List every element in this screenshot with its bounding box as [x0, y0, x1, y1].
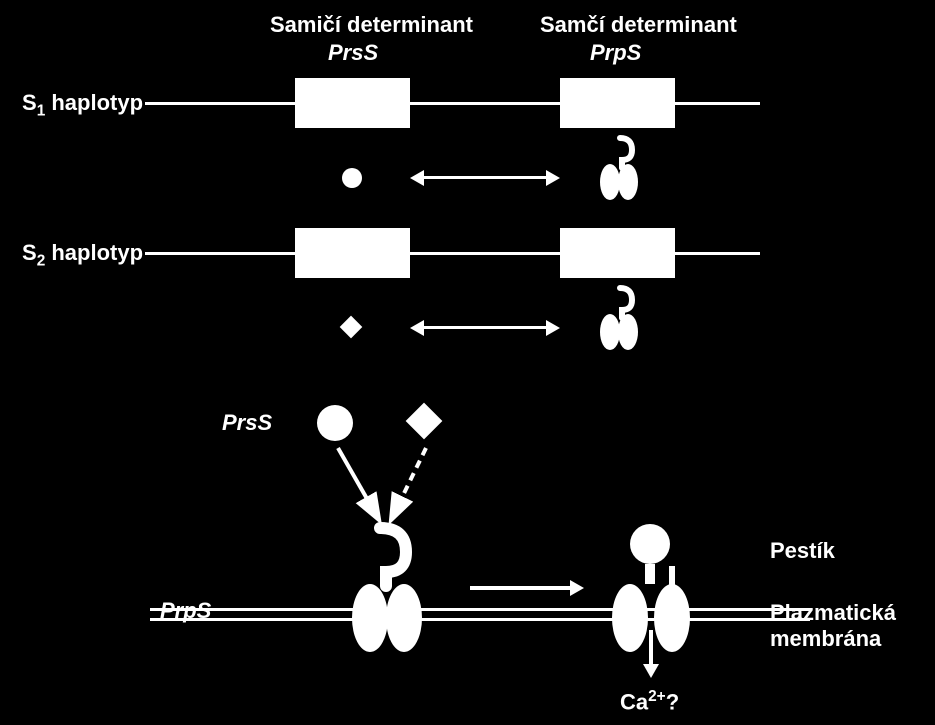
prss-top-label: PrsS	[328, 40, 378, 66]
membrane-label-1: Plazmatická	[770, 600, 896, 626]
s1-arrow-head-left-icon	[410, 170, 424, 186]
lower-receptor-right-icon	[592, 520, 722, 680]
s2-interaction-arrow-line	[424, 326, 546, 329]
male-determinant-header: Samčí determinant	[540, 12, 737, 38]
s2-prss-product-diamond-icon	[340, 316, 363, 339]
ca-label: Ca2+?	[620, 688, 679, 715]
membrane-line-bottom	[150, 618, 810, 621]
pestik-label: Pestík	[770, 538, 835, 564]
prss-lower-label: PrsS	[222, 410, 272, 436]
s1-prss-product-circle-icon	[342, 168, 362, 188]
s2-arrow-head-right-icon	[546, 320, 560, 336]
s2-prps-box	[560, 228, 675, 278]
lower-receptor-left-icon	[330, 520, 450, 660]
s1-receptor-icon	[588, 132, 648, 202]
lower-horizontal-arrow-head-icon	[570, 580, 584, 596]
membrane-label-2: membrána	[770, 626, 881, 652]
s1-prps-box	[560, 78, 675, 128]
prps-lower-label: PrpS	[160, 598, 211, 624]
female-determinant-header: Samičí determinant	[270, 12, 473, 38]
s1-prss-box	[295, 78, 410, 128]
s2-receptor-icon	[588, 282, 648, 352]
s1-haplotype-label: S1 haplotyp	[22, 90, 143, 120]
lower-prss-circle-icon	[317, 405, 353, 441]
s2-haplotype-label: S2 haplotyp	[22, 240, 143, 270]
s1-interaction-arrow-line	[424, 176, 546, 179]
s2-arrow-head-left-icon	[410, 320, 424, 336]
lower-prss-diamond-icon	[406, 403, 443, 440]
s1-arrow-head-right-icon	[546, 170, 560, 186]
membrane-line-top	[150, 608, 810, 611]
s2-prss-box	[295, 228, 410, 278]
prps-top-label: PrpS	[590, 40, 641, 66]
lower-horizontal-arrow-line-icon	[470, 586, 570, 590]
